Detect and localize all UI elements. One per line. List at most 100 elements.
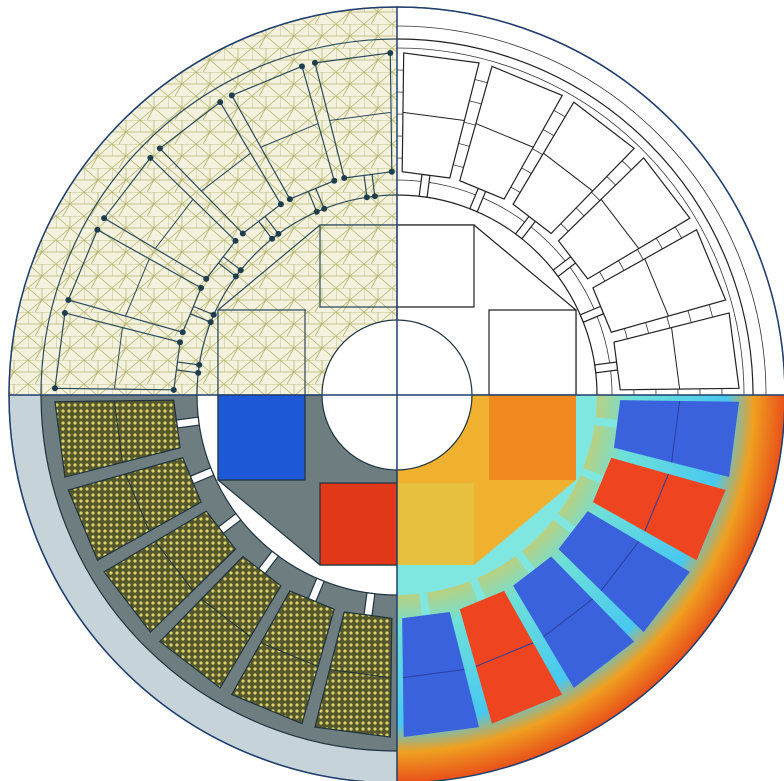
slot (613, 312, 740, 391)
slot (158, 555, 282, 689)
slot-divider (260, 642, 319, 667)
slot (558, 511, 690, 633)
mesh-node (277, 201, 284, 208)
mesh-node (371, 193, 378, 200)
slot-opening (469, 578, 486, 602)
slot-divider (329, 669, 392, 679)
slot (314, 611, 393, 738)
slot-opening (553, 513, 576, 534)
quadrant (397, 6, 784, 395)
slot-opening (594, 417, 618, 428)
mesh-node (239, 230, 246, 237)
mesh-node (156, 145, 163, 152)
mesh-node (286, 196, 293, 203)
slot (54, 399, 181, 478)
mesh-node (203, 275, 210, 282)
mesh-node (311, 59, 318, 66)
slot (402, 611, 480, 738)
mesh-node (298, 63, 305, 70)
mesh-node (232, 273, 239, 280)
slot-divider (154, 199, 194, 249)
slot-divider (329, 111, 392, 121)
slot-divider (260, 123, 319, 148)
magnet (397, 224, 475, 308)
slot-divider (201, 598, 251, 638)
slot-divider (475, 123, 534, 148)
mesh-node (275, 230, 282, 237)
quadrant (8, 6, 397, 395)
mesh-node (198, 284, 205, 291)
mesh-node (228, 92, 235, 99)
magnet (488, 309, 577, 395)
slot-divider (113, 400, 123, 463)
shaft (321, 395, 397, 471)
slot (557, 156, 691, 280)
slot-opening (419, 592, 430, 616)
mesh-node (51, 385, 58, 392)
mesh-node (61, 309, 68, 316)
slot-divider (600, 541, 640, 591)
mesh-node (217, 99, 224, 106)
mesh-node (101, 215, 108, 222)
slot-divider (475, 642, 534, 667)
slot-divider (644, 473, 669, 532)
slot-divider (644, 258, 669, 317)
mesh-node (177, 339, 184, 346)
mesh-node (341, 175, 348, 182)
slot (103, 510, 237, 634)
shaft (321, 319, 397, 395)
slot-divider (671, 400, 681, 463)
shaft (397, 319, 473, 395)
magnet (319, 224, 397, 308)
slot-divider (201, 152, 251, 192)
slot-divider (154, 541, 194, 591)
slot-divider (113, 327, 123, 390)
slot-divider (600, 199, 640, 249)
mesh-node (387, 49, 394, 56)
slot (592, 228, 727, 333)
slot-divider (543, 152, 593, 192)
slot-opening (580, 467, 604, 484)
slot (459, 65, 564, 200)
mesh-node (207, 319, 214, 326)
outline (8, 6, 784, 781)
mesh-node (232, 237, 239, 244)
slot (512, 101, 636, 235)
slot (613, 400, 740, 478)
mesh-node (237, 267, 244, 274)
mesh-node (269, 235, 276, 242)
magnet (397, 483, 474, 565)
mesh-node (196, 361, 203, 368)
mesh-node (331, 177, 338, 184)
slot-opening (515, 551, 536, 574)
slot (401, 52, 480, 179)
mesh-node (321, 205, 328, 212)
quadrant (397, 395, 784, 781)
slot-divider (125, 473, 150, 532)
magnet (217, 309, 306, 395)
quadrant (8, 395, 397, 781)
slot (459, 590, 563, 724)
mesh-node (363, 194, 370, 201)
slot (67, 457, 202, 562)
slot-divider (402, 669, 465, 679)
slot-divider (125, 258, 150, 317)
slot (513, 556, 635, 688)
mesh-node (170, 386, 177, 393)
mesh-node (195, 369, 202, 376)
magnet (489, 395, 576, 480)
slot (592, 457, 726, 561)
shaft (397, 395, 473, 471)
slot (230, 590, 335, 725)
slot-divider (543, 598, 593, 638)
slot-divider (671, 327, 681, 390)
mesh-node (147, 154, 154, 161)
magnet (319, 482, 397, 566)
mesh-node (210, 311, 217, 318)
mesh-node (94, 226, 101, 233)
mesh-node (65, 296, 72, 303)
mesh-node (313, 208, 320, 215)
mesh-node (179, 329, 186, 336)
